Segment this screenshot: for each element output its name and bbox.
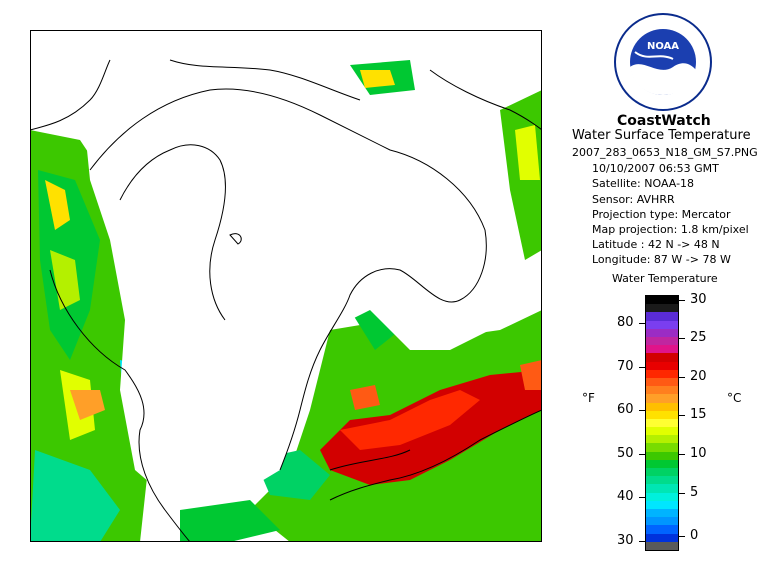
colorbar-swatch: [646, 377, 678, 387]
colorbar-swatch: [646, 492, 678, 502]
map-projection-label: Map projection: 1.8 km/pixel: [592, 223, 749, 236]
colorbar-swatch: [646, 451, 678, 461]
colorbar-swatch: [646, 312, 678, 322]
page-title: CoastWatch: [617, 113, 711, 129]
fahrenheit-tick-mark: [639, 497, 645, 498]
colorbar-swatch: [646, 418, 678, 428]
celsius-tick-label: 10: [690, 446, 707, 461]
colorbar-swatch: [646, 468, 678, 477]
filename-label: 2007_283_0653_N18_GM_S7.PNG: [572, 146, 758, 159]
colorbar-swatch: [646, 476, 678, 485]
colorbar-swatch: [646, 369, 678, 379]
colorbar-swatch: [646, 345, 678, 354]
fahrenheit-tick-mark: [639, 541, 645, 542]
colorbar-swatch: [646, 353, 678, 363]
colorbar-swatch: [646, 525, 678, 535]
celsius-tick-mark: [678, 536, 685, 537]
celsius-tick-mark: [678, 300, 685, 301]
legend-title: Water Temperature: [612, 272, 718, 285]
water-temperature-map: [30, 30, 542, 542]
celsius-tick-mark: [678, 338, 685, 339]
colorbar-swatch: [646, 402, 678, 412]
colorbar-swatch: [646, 500, 678, 510]
fahrenheit-tick-mark: [639, 367, 645, 368]
colorbar-swatch: [646, 509, 678, 518]
celsius-tick-label: 5: [690, 485, 699, 500]
colorbar-swatch: [646, 435, 678, 444]
colorbar-swatch: [646, 533, 678, 543]
fahrenheit-tick-label: 30: [617, 533, 634, 548]
celsius-tick-label: 0: [690, 528, 699, 543]
fahrenheit-tick-label: 70: [617, 359, 634, 374]
latitude-label: Latitude : 42 N -> 48 N: [592, 238, 720, 251]
celsius-tick-mark: [678, 454, 685, 455]
unit-celsius: °C: [727, 391, 742, 405]
sensor-label: Sensor: AVHRR: [592, 193, 675, 206]
colorbar-swatch: [646, 459, 678, 469]
datetime-label: 10/10/2007 06:53 GMT: [592, 162, 719, 175]
fahrenheit-tick-label: 60: [617, 402, 634, 417]
colorbar-swatch: [646, 296, 678, 305]
colorbar-swatch: [646, 386, 678, 395]
celsius-tick-label: 20: [690, 369, 707, 384]
colorbar-swatch: [646, 361, 678, 371]
celsius-tick-label: 25: [690, 330, 707, 345]
colorbar-swatch: [646, 541, 678, 551]
colorbar-swatch: [646, 394, 678, 403]
info-panel: NOAA CoastWatch Water Surface Temperatur…: [555, 0, 782, 572]
fahrenheit-tick-mark: [639, 454, 645, 455]
celsius-tick-label: 15: [690, 407, 707, 422]
celsius-tick-mark: [678, 377, 685, 378]
fahrenheit-tick-mark: [639, 323, 645, 324]
noaa-logo-text: NOAA: [647, 41, 679, 52]
temperature-field: [30, 60, 542, 542]
fahrenheit-tick-mark: [639, 410, 645, 411]
colorbar-swatch: [646, 427, 678, 436]
fahrenheit-tick-label: 50: [617, 446, 634, 461]
noaa-logo: NOAA: [614, 13, 712, 111]
colorbar-swatch: [646, 336, 678, 346]
cloud-cover: [30, 30, 542, 500]
celsius-tick-label: 30: [690, 292, 707, 307]
celsius-tick-mark: [678, 415, 685, 416]
projection-type-label: Projection type: Mercator: [592, 208, 731, 221]
longitude-label: Longitude: 87 W -> 78 W: [592, 253, 731, 266]
page-subtitle: Water Surface Temperature: [572, 128, 751, 143]
fahrenheit-tick-label: 80: [617, 315, 634, 330]
unit-fahrenheit: °F: [582, 391, 595, 405]
coastline: [30, 59, 542, 542]
celsius-tick-mark: [678, 493, 685, 494]
colorbar-swatch: [646, 410, 678, 420]
colorbar-swatch: [646, 484, 678, 494]
satellite-label: Satellite: NOAA-18: [592, 177, 695, 190]
colorbar-swatch: [646, 443, 678, 453]
colorbar-swatch: [646, 328, 678, 338]
colorbar-swatch: [646, 517, 678, 526]
temperature-colorbar: [645, 295, 679, 551]
colorbar-swatch: [646, 304, 678, 313]
colorbar-swatch: [646, 320, 678, 330]
fahrenheit-tick-label: 40: [617, 489, 634, 504]
